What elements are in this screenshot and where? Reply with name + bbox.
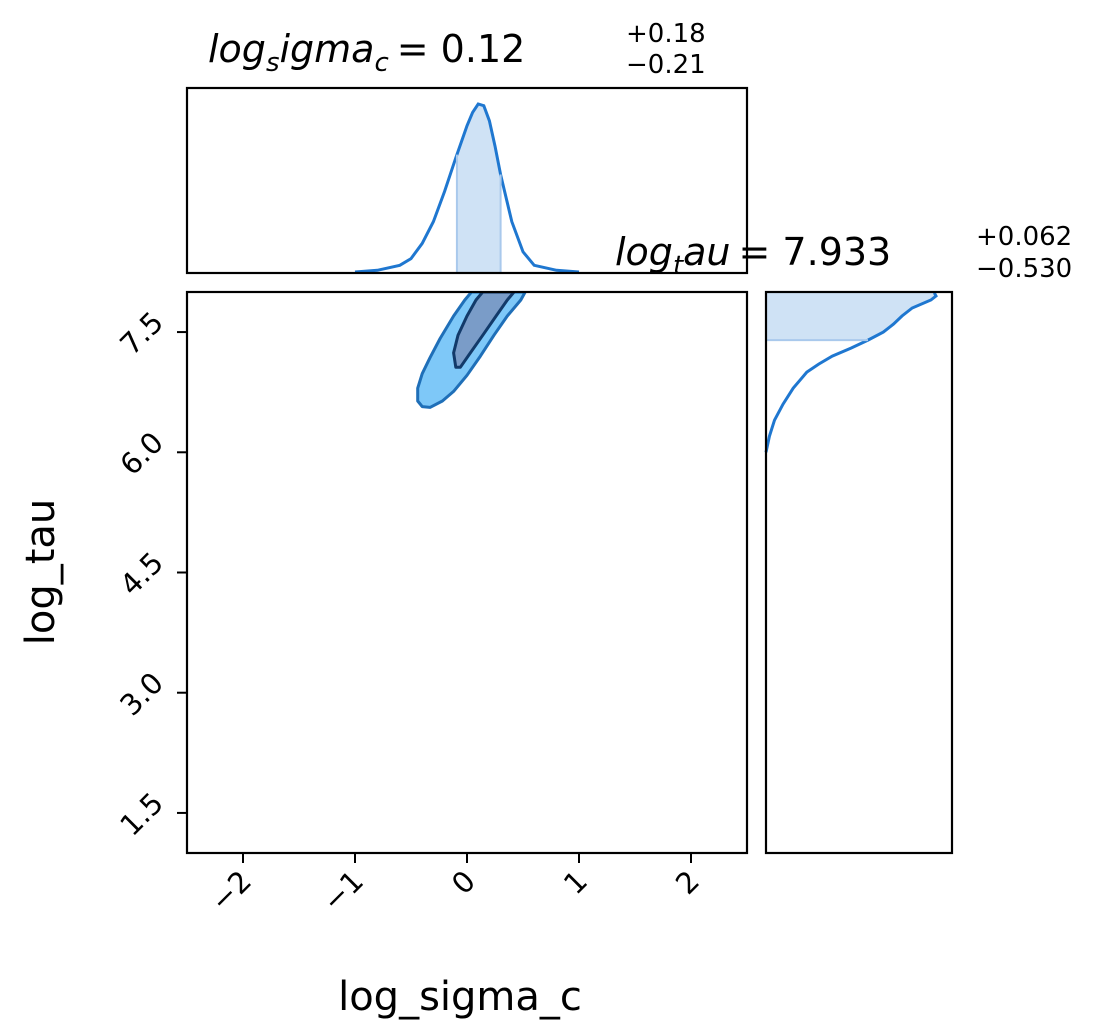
log-sigma-c-title-plus: +0.18: [626, 19, 706, 49]
x-tick-label: 1: [557, 864, 594, 901]
log-sigma-c-marginal-frame: [185, 86, 749, 275]
y-tick-label: 7.5: [113, 305, 170, 362]
y-tick-label: 1.5: [113, 786, 170, 843]
x-axis-label: log_sigma_c: [338, 974, 582, 1020]
log-tau-credible-band: [766, 292, 936, 341]
log-sigma-c-density-curve: [354, 102, 580, 274]
log-sigma-c-marginal-panel: [185, 86, 749, 275]
log-tau-title-minus: −0.530: [976, 254, 1072, 284]
x-tick-label: 2: [669, 864, 706, 901]
y-axis-label: log_tau: [18, 499, 64, 646]
x-ticks: −2 −1 0 1 2: [204, 853, 706, 918]
y-tick-label: 6.0: [113, 425, 170, 482]
y-ticks: 1.5 3.0 4.5 6.0 7.5: [113, 305, 187, 843]
log-tau-marginal-panel: [764, 290, 954, 855]
contour-inner-region: [452, 292, 516, 369]
y-tick-label: 4.5: [113, 545, 170, 602]
x-tick-label: −2: [204, 864, 258, 918]
joint-panel: −2 −1 0 1 2 1.5 3.0 4.5 6.0 7.5: [113, 290, 749, 918]
log-sigma-c-title-minus: −0.21: [626, 50, 706, 80]
x-tick-label: −1: [316, 864, 370, 918]
log-tau-title: logtau = 7.933: [615, 230, 891, 281]
y-tick-label: 3.0: [113, 666, 170, 723]
log-tau-title-plus: +0.062: [976, 222, 1072, 252]
log-sigma-c-credible-band: [456, 104, 501, 272]
x-tick-label: 0: [445, 864, 482, 901]
log-tau-density-curve: [764, 292, 938, 453]
log-sigma-c-title: logsigmac = 0.12: [208, 27, 525, 78]
log-tau-marginal-frame: [764, 290, 954, 855]
